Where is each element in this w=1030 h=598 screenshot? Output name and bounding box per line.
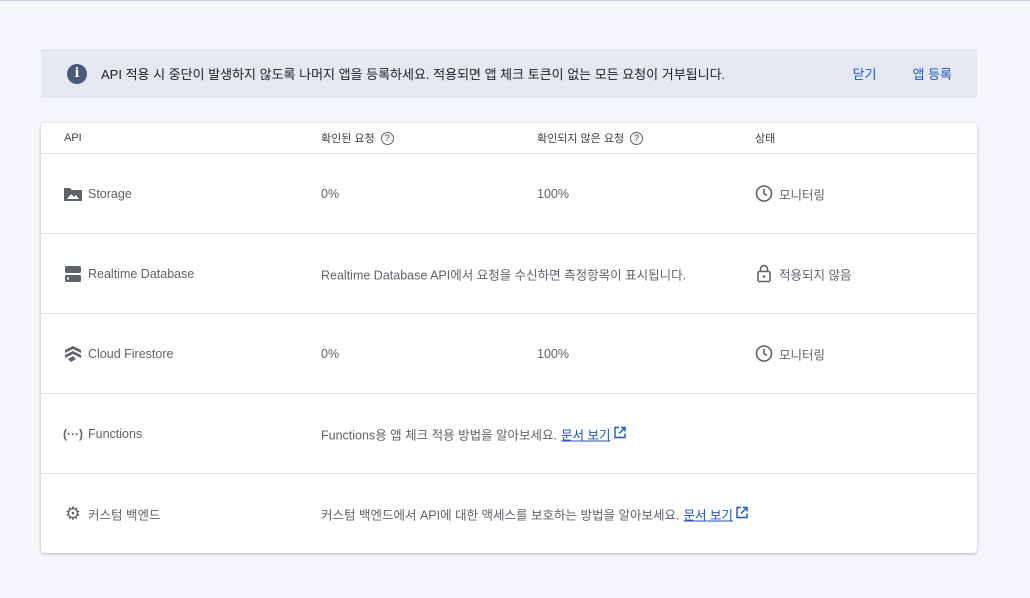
table-header: API 확인된 요청? 확인되지 않은 요청? 상태 bbox=[41, 123, 977, 154]
table-row: ⚙ 커스텀 백엔드 커스텀 백엔드에서 API에 대한 액세스를 보호하는 방법을… bbox=[41, 474, 977, 554]
clock-icon bbox=[755, 185, 773, 203]
close-button[interactable]: 닫기 bbox=[852, 67, 877, 82]
status-text: 모니터링 bbox=[779, 188, 826, 202]
database-icon bbox=[64, 265, 82, 283]
gear-icon: ⚙ bbox=[64, 503, 82, 524]
api-name: Cloud Firestore bbox=[88, 346, 174, 361]
help-icon[interactable]: ? bbox=[630, 131, 644, 145]
image-folder-icon bbox=[64, 185, 82, 203]
help-icon[interactable]: ? bbox=[380, 131, 394, 145]
functions-icon: (···) bbox=[63, 426, 83, 441]
register-app-button[interactable]: 앱 등록 bbox=[912, 67, 953, 82]
table-row: Storage 0% 100% 모니터링 bbox=[41, 154, 977, 234]
info-icon: i bbox=[67, 63, 87, 84]
unverified-value: 100% bbox=[537, 346, 569, 361]
api-name: Storage bbox=[88, 186, 132, 201]
api-table: API 확인된 요청? 확인되지 않은 요청? 상태 Storage 0% 10… bbox=[41, 123, 977, 553]
external-link-icon[interactable] bbox=[613, 426, 626, 441]
row-message: Realtime Database API에서 요청을 수신하면 측정항목이 표… bbox=[321, 268, 687, 282]
header-unverified: 확인되지 않은 요청? bbox=[537, 130, 644, 146]
firestore-icon bbox=[64, 345, 82, 363]
unverified-value: 100% bbox=[537, 186, 569, 201]
api-name: Realtime Database bbox=[88, 266, 195, 281]
clock-icon bbox=[755, 345, 773, 363]
header-label: 확인된 요청 bbox=[321, 133, 375, 145]
header-verified: 확인된 요청? bbox=[321, 130, 394, 146]
row-message: Functions용 앱 체크 적용 방법을 알아보세요. bbox=[321, 428, 558, 442]
status-text: 모니터링 bbox=[779, 348, 826, 362]
api-name: Functions bbox=[88, 426, 143, 441]
verified-value: 0% bbox=[321, 186, 340, 201]
info-banner: i API 적용 시 중단이 발생하지 않도록 나머지 앱을 등록하세요. 적용… bbox=[41, 49, 977, 98]
table-row: Cloud Firestore 0% 100% 모니터링 bbox=[41, 314, 977, 394]
api-name: 커스텀 백엔드 bbox=[88, 508, 161, 523]
unlock-icon bbox=[755, 264, 773, 283]
row-message: 커스텀 백엔드에서 API에 대한 액세스를 보호하는 방법을 알아보세요. bbox=[321, 508, 680, 523]
table-row: (···) Functions Functions용 앱 체크 적용 방법을 알아… bbox=[41, 394, 977, 474]
header-status: 상태 bbox=[755, 133, 776, 145]
header-api: API bbox=[64, 132, 82, 144]
banner-message: API 적용 시 중단이 발생하지 않도록 나머지 앱을 등록하세요. 적용되면… bbox=[101, 67, 726, 82]
docs-link[interactable]: 문서 보기 bbox=[683, 508, 733, 523]
docs-link[interactable]: 문서 보기 bbox=[561, 428, 611, 442]
status-text: 적용되지 않음 bbox=[779, 268, 852, 282]
external-link-icon[interactable] bbox=[736, 506, 748, 522]
table-row: Realtime Database Realtime Database API에… bbox=[41, 234, 977, 314]
header-label: 확인되지 않은 요청 bbox=[537, 133, 625, 145]
verified-value: 0% bbox=[321, 346, 340, 361]
